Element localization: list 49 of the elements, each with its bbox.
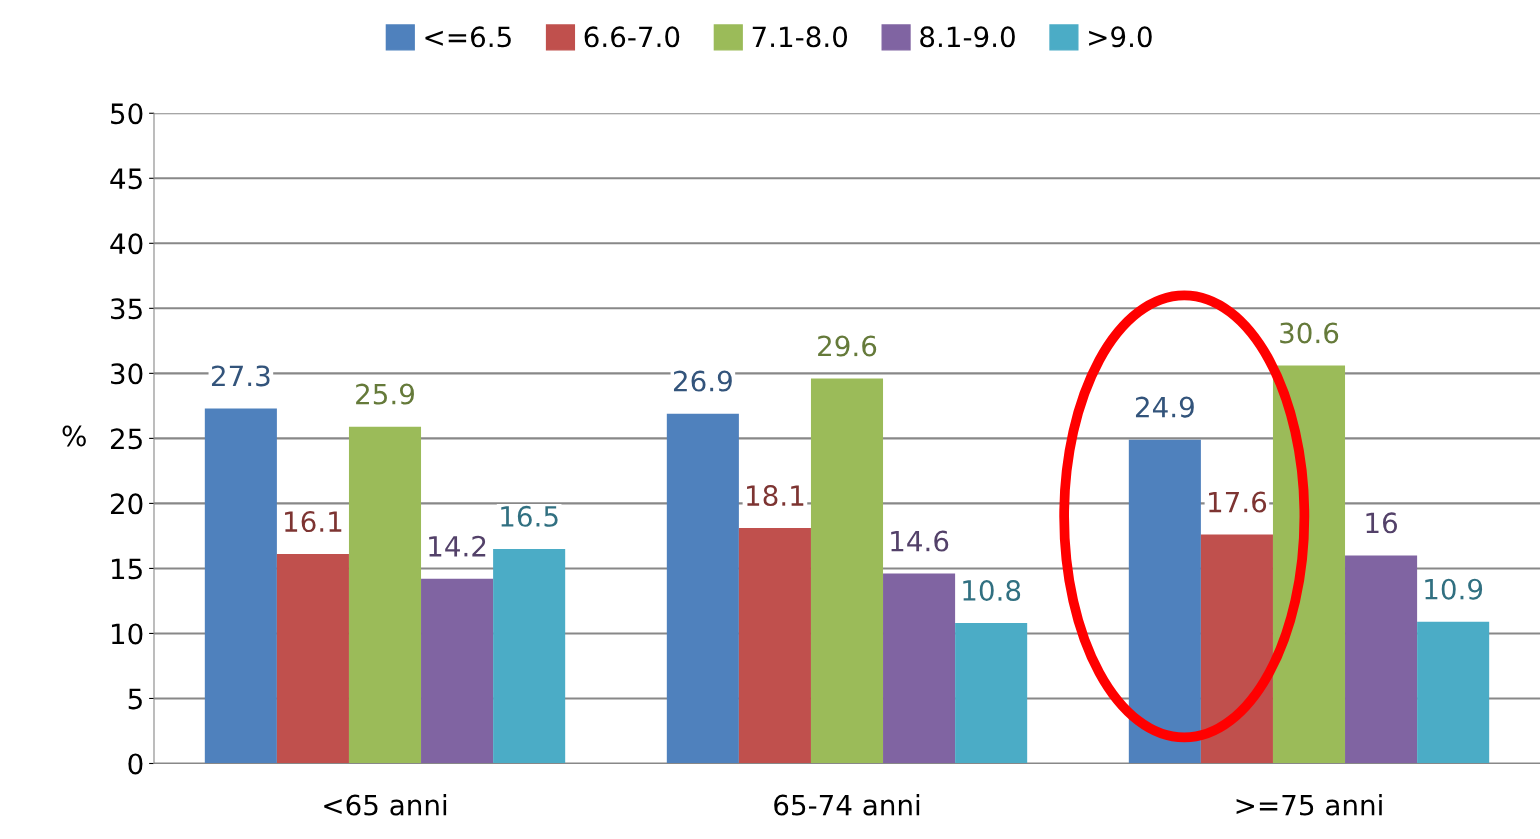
y-tick-label: 50 [111, 103, 143, 125]
bar [738, 528, 811, 764]
y-tick-label: 45 [110, 168, 142, 190]
bar [955, 623, 1028, 764]
data-label: 29.6 [818, 335, 877, 357]
y-tick-label: 10 [111, 623, 143, 645]
data-label: 18.1 [747, 485, 804, 507]
bar [1345, 555, 1418, 764]
legend-label: 6.6-7.0 [584, 26, 680, 48]
data-label: 17.6 [1209, 491, 1267, 513]
legend-label: 7.1-8.0 [752, 26, 848, 48]
data-label: 27.3 [211, 365, 270, 387]
bar [666, 413, 739, 764]
data-label: 16.1 [285, 511, 342, 533]
y-tick-label: 15 [111, 558, 142, 580]
legend-label: >9.0 [1089, 26, 1152, 48]
bar [883, 573, 956, 764]
data-label: 14.6 [891, 530, 949, 552]
y-tick-label: 25 [110, 428, 142, 450]
data-label: 16.5 [501, 505, 558, 527]
data-label: 14.2 [429, 535, 486, 557]
data-label: 26.9 [673, 370, 732, 392]
data-label: 10.8 [963, 579, 1021, 601]
y-tick-label: 20 [110, 493, 143, 515]
bar [421, 578, 494, 764]
data-label: 10.9 [1425, 578, 1483, 600]
bar [493, 548, 566, 764]
bar [276, 554, 349, 764]
x-tick-label: <65 anni [324, 794, 447, 816]
bar [348, 426, 422, 764]
bar [1128, 439, 1201, 764]
y-tick-label: 40 [110, 233, 143, 255]
bar [1200, 534, 1273, 764]
y-tick-label: 0 [128, 753, 143, 775]
bar [1417, 621, 1490, 764]
x-tick-label: >=75 anni [1236, 794, 1382, 816]
legend-label: <=6.5 [425, 26, 511, 48]
bar [204, 408, 277, 764]
y-axis-title: % [62, 425, 86, 447]
y-tick-label: 30 [111, 363, 143, 385]
y-tick-label: 5 [128, 688, 142, 710]
legend-label: 8.1-9.0 [920, 26, 1015, 48]
bar [810, 378, 884, 764]
x-tick-label: 65-74 anni [774, 794, 920, 816]
data-label: 30.6 [1280, 322, 1339, 344]
data-label: 16 [1366, 512, 1397, 534]
data-label: 24.9 [1135, 396, 1194, 418]
y-tick-label: 35 [111, 298, 142, 320]
data-label: 25.9 [356, 383, 414, 405]
